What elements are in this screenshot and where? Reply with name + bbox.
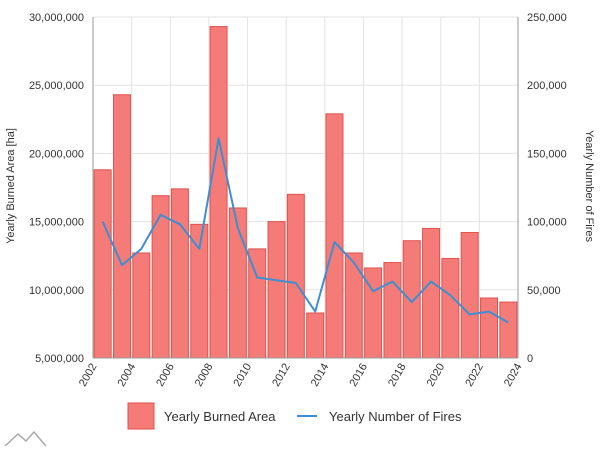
y-right-tick-label: 200,000 [527, 80, 567, 92]
bar [286, 193, 305, 359]
y-right-tick-label: 250,000 [527, 12, 567, 24]
y-right-tick-label: 0 [527, 353, 533, 365]
bar [383, 262, 402, 359]
bar [267, 221, 286, 359]
x-tick-label: 2016 [347, 362, 370, 389]
y-right-tick-label: 50,000 [527, 285, 561, 297]
x-tick-label: 2010 [232, 362, 255, 389]
bar [422, 227, 441, 359]
y-left-axis-title: Yearly Burned Area [ha] [5, 128, 17, 244]
x-tick-label: 2020 [425, 362, 448, 389]
legend: Yearly Burned Area Yearly Number of Fire… [127, 402, 462, 430]
y-left-tick-label: 25,000,000 [29, 80, 84, 92]
bar [325, 113, 344, 359]
y-left-tick-label: 15,000,000 [29, 217, 84, 229]
bar [402, 240, 421, 359]
x-tick-label: 2004 [116, 362, 139, 389]
bar [170, 188, 189, 359]
bar [209, 26, 228, 359]
x-tick-label: 2002 [77, 362, 100, 389]
x-tick-label: 2014 [309, 362, 332, 389]
bar [480, 297, 499, 359]
x-tick-label: 2022 [463, 362, 486, 389]
x-tick-label: 2008 [193, 362, 216, 389]
y-right-tick-label: 100,000 [527, 217, 567, 229]
legend-label-burned-area: Yearly Burned Area [164, 409, 276, 424]
x-tick-label: 2024 [502, 362, 525, 389]
bar [132, 252, 151, 359]
bar [460, 232, 479, 359]
line-fires [101, 137, 509, 324]
y-right-tick-label: 150,000 [527, 148, 567, 160]
y-right-axis-title: Yearly Number of Fires [583, 130, 595, 243]
bar [441, 257, 460, 359]
bar [344, 252, 363, 359]
bar [151, 195, 170, 359]
x-tick-label: 2012 [270, 362, 293, 389]
bar-series [93, 26, 518, 359]
y-left-tick-label: 5,000,000 [35, 353, 84, 365]
bar [248, 248, 267, 359]
x-tick-label: 2018 [386, 362, 409, 389]
y-left-tick-label: 30,000,000 [29, 12, 84, 24]
bar [112, 94, 131, 359]
line-series [101, 137, 509, 324]
bar [306, 312, 325, 359]
legend-label-number-of-fires: Yearly Number of Fires [329, 409, 462, 424]
y-left-tick-label: 10,000,000 [29, 285, 84, 297]
legend-bar-swatch [127, 402, 155, 430]
bar [93, 169, 112, 359]
bar [499, 301, 518, 359]
x-tick-label: 2006 [154, 362, 177, 389]
y-left-tick-label: 20,000,000 [29, 148, 84, 160]
mountain-logo-icon [4, 430, 47, 447]
